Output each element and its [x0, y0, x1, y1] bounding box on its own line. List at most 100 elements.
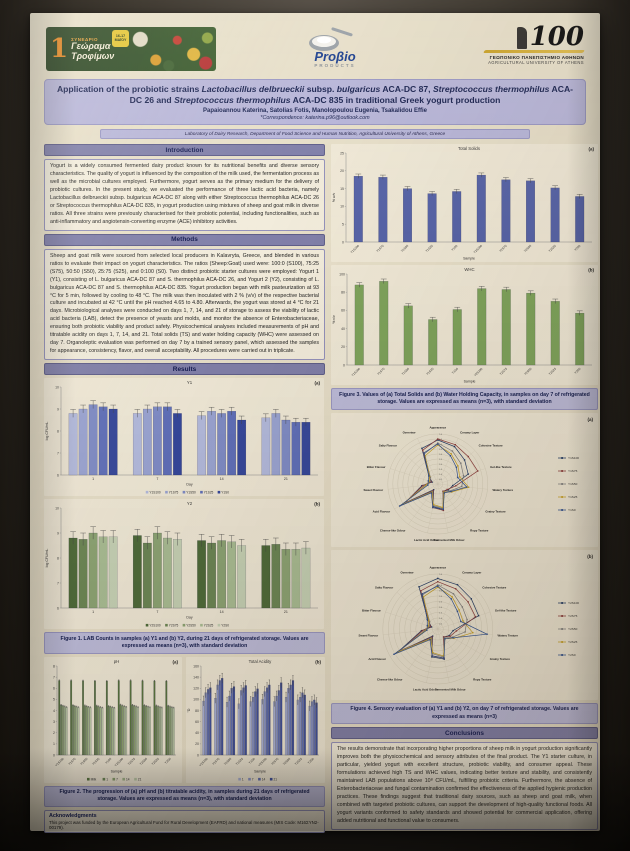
svg-text:Y1S75: Y1S75	[67, 756, 76, 765]
svg-text:Y2S75: Y2S75	[270, 756, 279, 765]
svg-text:Y1S100: Y1S100	[198, 756, 209, 767]
svg-text:Y2S75: Y2S75	[498, 244, 507, 253]
svg-text:10: 10	[55, 506, 59, 510]
results-heading: Results	[44, 363, 325, 376]
svg-text:Lactic Acid Odour: Lactic Acid Odour	[413, 688, 439, 692]
svg-text:8: 8	[57, 429, 59, 433]
svg-text:Y2S100: Y2S100	[473, 244, 484, 255]
svg-text:Y1S25: Y1S25	[568, 495, 578, 499]
badge-dates: 16-17	[115, 33, 126, 38]
svg-text:2.5: 2.5	[439, 601, 443, 603]
svg-text:Overview: Overview	[403, 430, 417, 434]
svg-text:Y2S50: Y2S50	[523, 244, 532, 253]
svg-text:Bitter Flavour: Bitter Flavour	[367, 465, 387, 469]
lab-counts-y2-chart: Y2 (b) 6 7 8 9 10 1 7 14 21 Day log CFU/mL Y2S100 Y2S7…	[44, 499, 324, 630]
svg-text:Total Acidity: Total Acidity	[249, 658, 273, 663]
svg-text:Milk: Milk	[91, 777, 97, 781]
svg-text:2.0: 2.0	[439, 464, 443, 466]
svg-text:Gel-like Texture: Gel-like Texture	[490, 465, 512, 469]
university-name-english: AGRICULTURAL UNIVERSITY OF ATHENS	[488, 60, 584, 66]
svg-text:7: 7	[156, 477, 158, 481]
svg-text:2.5: 2.5	[439, 459, 443, 461]
acknowledgments-heading: Acknowledgments	[49, 813, 97, 820]
svg-text:°D: °D	[187, 708, 191, 712]
svg-text:4.5: 4.5	[439, 579, 443, 581]
probio-products-label: PRODUCTS	[314, 63, 356, 68]
svg-text:% w/v: % w/v	[332, 193, 336, 203]
svg-text:(b): (b)	[314, 502, 320, 507]
svg-text:8: 8	[57, 556, 59, 560]
affiliation: Laboratory of Dairy Research, Department…	[100, 129, 530, 140]
svg-text:Appearance: Appearance	[430, 425, 447, 429]
authors: Papaioannou Katerina, Satolias Fotis, Ma…	[203, 108, 427, 115]
svg-text:(b): (b)	[315, 659, 321, 664]
svg-text:Y2S25: Y2S25	[568, 640, 578, 644]
svg-text:7: 7	[57, 451, 59, 455]
acknowledgments-text: This project was funded by the European …	[49, 820, 319, 831]
svg-text:Y2S0: Y2S0	[307, 756, 315, 764]
probio-products-logo: Proβio PRODUCTS	[290, 26, 380, 72]
badge-month: ΜΑΪΟΥ	[114, 37, 127, 42]
svg-text:7: 7	[116, 777, 118, 781]
conference-title-line1: Γεώραμα	[71, 41, 111, 52]
svg-text:Y2S0: Y2S0	[568, 653, 576, 657]
svg-text:Sweet Flavour: Sweet Flavour	[363, 488, 383, 492]
svg-text:3.5: 3.5	[439, 590, 443, 592]
svg-text:Watery Texture: Watery Texture	[497, 633, 518, 637]
svg-text:7: 7	[252, 777, 254, 781]
svg-text:Y1S0: Y1S0	[450, 244, 458, 252]
university-logo: 100 ΓΕΩΠΟΝΙΚΟ ΠΑΝΕΠΙΣΤΗΜΙΟ ΑΘΗΝΩΝ AGRICU…	[454, 24, 585, 72]
svg-text:Overview: Overview	[401, 571, 415, 575]
svg-text:WHC: WHC	[464, 267, 474, 272]
svg-text:6: 6	[53, 686, 55, 690]
svg-text:Y1: Y1	[187, 380, 193, 385]
conference-title-line2: Τροφίμων	[71, 50, 115, 61]
figure2-caption: Figure 2. The progression of (a) pH and …	[44, 785, 325, 808]
svg-text:0: 0	[343, 364, 345, 368]
svg-text:Y2S25: Y2S25	[548, 367, 557, 376]
svg-text:Grainy Texture: Grainy Texture	[485, 510, 506, 514]
svg-text:Cohesive Texture: Cohesive Texture	[479, 444, 503, 448]
svg-text:Y1S75: Y1S75	[568, 469, 578, 473]
svg-text:21: 21	[284, 477, 288, 481]
svg-text:1.0: 1.0	[439, 474, 443, 476]
svg-text:5: 5	[53, 697, 55, 701]
svg-text:Y1S50: Y1S50	[186, 491, 196, 495]
svg-text:1.0: 1.0	[439, 618, 443, 620]
svg-text:Bitter Flavour: Bitter Flavour	[362, 609, 382, 613]
svg-text:Y2S75: Y2S75	[169, 624, 179, 628]
svg-text:pH: pH	[114, 658, 120, 663]
svg-text:(b): (b)	[588, 268, 594, 273]
total-acidity-chart: Total Acidity (b) 0 20 40 60 80 100 120 140 160 Y1S…	[186, 656, 325, 783]
svg-text:0: 0	[197, 753, 199, 757]
svg-text:Y1S100: Y1S100	[568, 456, 579, 460]
university-name-greek: ΓΕΩΠΟΝΙΚΟ ΠΑΝΕΠΙΣΤΗΜΙΟ ΑΘΗΝΩΝ	[489, 55, 584, 61]
svg-text:14: 14	[220, 610, 224, 614]
svg-text:log CFU/mL: log CFU/mL	[45, 422, 49, 441]
svg-text:Y1S0: Y1S0	[248, 756, 256, 764]
statue-icon	[516, 27, 527, 50]
svg-text:120: 120	[193, 686, 199, 690]
conclusions-text: The results demonstrate that incorporati…	[331, 742, 598, 830]
svg-text:Y1S50: Y1S50	[79, 756, 88, 765]
svg-text:Y2S0: Y2S0	[573, 244, 581, 252]
svg-text:7: 7	[156, 610, 158, 614]
svg-text:Cheese-like Odour: Cheese-like Odour	[380, 528, 406, 532]
svg-text:1: 1	[92, 477, 94, 481]
sensory-radar-y2-chart: (b) Appearance Creamy Layer Cohesive Textur…	[331, 549, 598, 700]
acknowledgments: Acknowledgments This project was funded …	[44, 810, 325, 834]
svg-text:Y1S100: Y1S100	[54, 756, 65, 767]
svg-text:Fermented Milk Odour: Fermented Milk Odour	[435, 688, 467, 692]
svg-text:Y2S100: Y2S100	[114, 756, 125, 767]
svg-text:9: 9	[57, 407, 59, 411]
conference-number: 1	[50, 34, 69, 64]
svg-text:3.0: 3.0	[439, 454, 443, 456]
svg-text:(a): (a)	[315, 381, 321, 386]
svg-text:Sample: Sample	[254, 769, 266, 773]
gold-swoosh	[483, 50, 585, 54]
svg-text:Y1S25: Y1S25	[425, 367, 434, 376]
svg-text:Y2S50: Y2S50	[523, 367, 532, 376]
svg-text:14: 14	[220, 477, 224, 481]
svg-text:Y2S25: Y2S25	[204, 624, 214, 628]
svg-text:0: 0	[53, 753, 55, 757]
